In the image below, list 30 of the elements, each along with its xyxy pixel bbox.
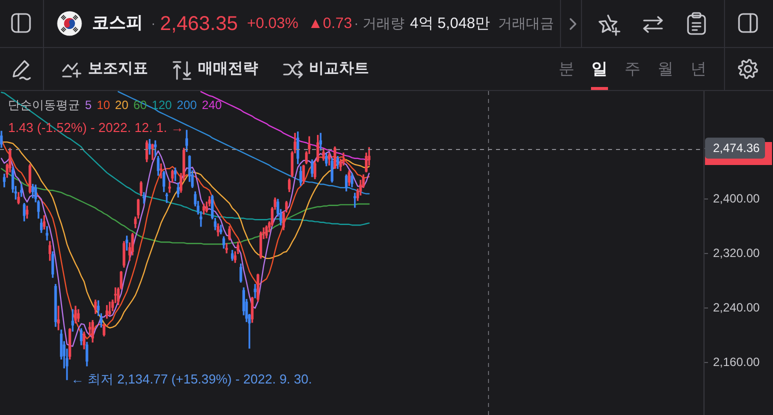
candlestick [160,164,162,178]
candlestick [142,192,146,204]
text: 비교차트 [309,60,369,78]
y-tick-label: 2,240.00 [713,300,760,314]
text: 보조지표 [88,60,148,78]
candlestick [46,226,48,240]
text: 120 [152,98,172,112]
text: 10 [96,98,110,112]
y-tick-label: 2,160.00 [713,354,760,369]
text: 주 [624,60,640,78]
text: 일 [592,60,608,78]
text: 60 [133,98,147,112]
chart-subtitle: · 2,463.35 +0.03% ▲0.73 [151,12,352,36]
y-tick-label: 2,320.00 [713,246,760,260]
text: 거래대금 [498,15,554,32]
y-tick-label: 2,474.36 [713,140,760,155]
series-label: 240 [202,98,222,112]
text: 년 [690,60,706,78]
text: · 거래량 [354,15,405,32]
text: 20 [115,98,128,112]
text: 5 [85,98,92,112]
text: 매매전략 [198,60,258,78]
annotation: ← 최저 2,134.77 (+15.39%) - 2022. 9. 30. [70,371,312,386]
series-label: 200 [176,98,197,112]
candlestick [57,306,60,330]
text: 분 [558,60,574,78]
text: 4억 5,048만 [410,14,490,32]
y-tick-label: 2,400.00 [713,192,760,206]
text: 월 [658,60,674,78]
chart-title: 코스피 [92,13,143,34]
